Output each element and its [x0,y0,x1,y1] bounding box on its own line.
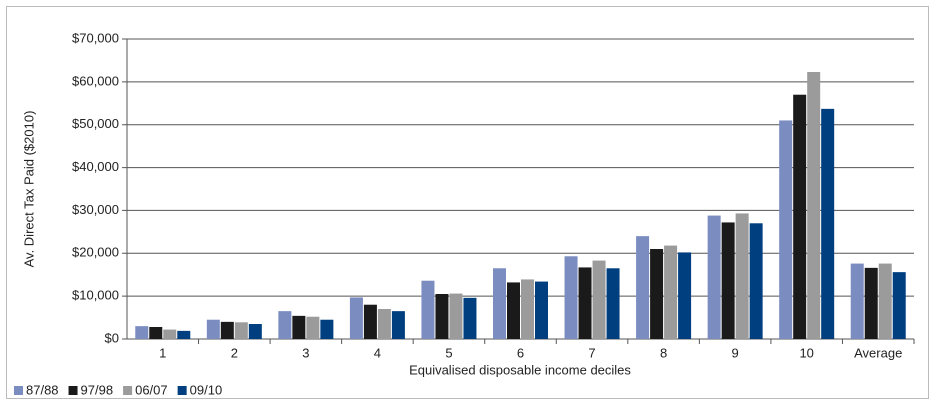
bar [664,245,678,339]
bar [363,304,377,339]
y-tick-label: $10,000 [72,288,119,303]
x-tick-label: 2 [231,345,238,360]
bar [278,311,292,339]
legend-label: 97/98 [81,382,114,397]
x-tick-label: 7 [588,345,595,360]
bar [349,297,363,339]
bar [606,268,620,339]
bar [807,72,821,339]
bar [463,297,477,339]
legend-swatch [177,386,187,395]
legend-label: 87/88 [26,382,59,397]
bar [206,319,220,339]
bar [892,272,906,339]
y-tick-label: $50,000 [72,116,119,131]
legend-label: 06/07 [135,382,168,397]
bar [177,330,191,339]
bar [578,267,592,339]
bar [320,319,334,339]
y-tick-label: $60,000 [72,73,119,88]
bar [163,329,177,339]
bar [636,236,650,339]
bar [793,94,807,339]
x-tick-label: 4 [374,345,381,360]
bar [779,120,793,339]
bar [149,327,163,339]
x-tick-label: 3 [302,345,309,360]
bar [721,222,735,339]
bar [707,215,721,339]
bar [749,223,763,339]
y-tick-label: $30,000 [72,202,119,217]
bar [435,294,449,339]
bar [493,268,506,339]
bar [306,316,320,339]
x-tick-label: 5 [445,345,452,360]
y-axis-title: Av. Direct Tax Paid ($2010) [21,111,36,268]
bar [377,309,391,339]
bar [449,293,463,339]
bar [564,256,578,339]
bar [878,263,892,339]
bar [850,263,864,339]
legend-swatch [68,386,78,395]
x-tick-label: 8 [660,345,667,360]
legend-swatch [123,386,133,395]
bar [292,315,306,339]
x-axis-title: Equivalised disposable income deciles [409,362,631,377]
bar [864,267,878,339]
y-tick-label: $0 [105,330,119,345]
y-tick-label: $40,000 [72,159,119,174]
bar [678,252,692,339]
bar [391,311,405,339]
x-tick-label: 1 [159,345,166,360]
bar [220,321,234,339]
x-tick-label: Average [854,345,902,360]
x-tick-label: 10 [799,345,813,360]
bar [521,279,534,339]
bar [421,280,435,339]
bar [234,322,248,339]
y-tick-label: $70,000 [72,30,119,45]
bar [507,282,520,339]
bar [535,281,548,339]
bar [135,326,149,339]
y-tick-label: $20,000 [72,245,119,260]
bar [821,108,835,339]
x-tick-label: 6 [517,345,524,360]
bar [650,249,664,339]
legend-swatch [14,386,23,395]
bar [248,324,262,339]
bar [735,213,749,339]
x-tick-label: 9 [732,345,739,360]
legend-label: 09/10 [190,382,223,397]
bar [592,260,606,339]
